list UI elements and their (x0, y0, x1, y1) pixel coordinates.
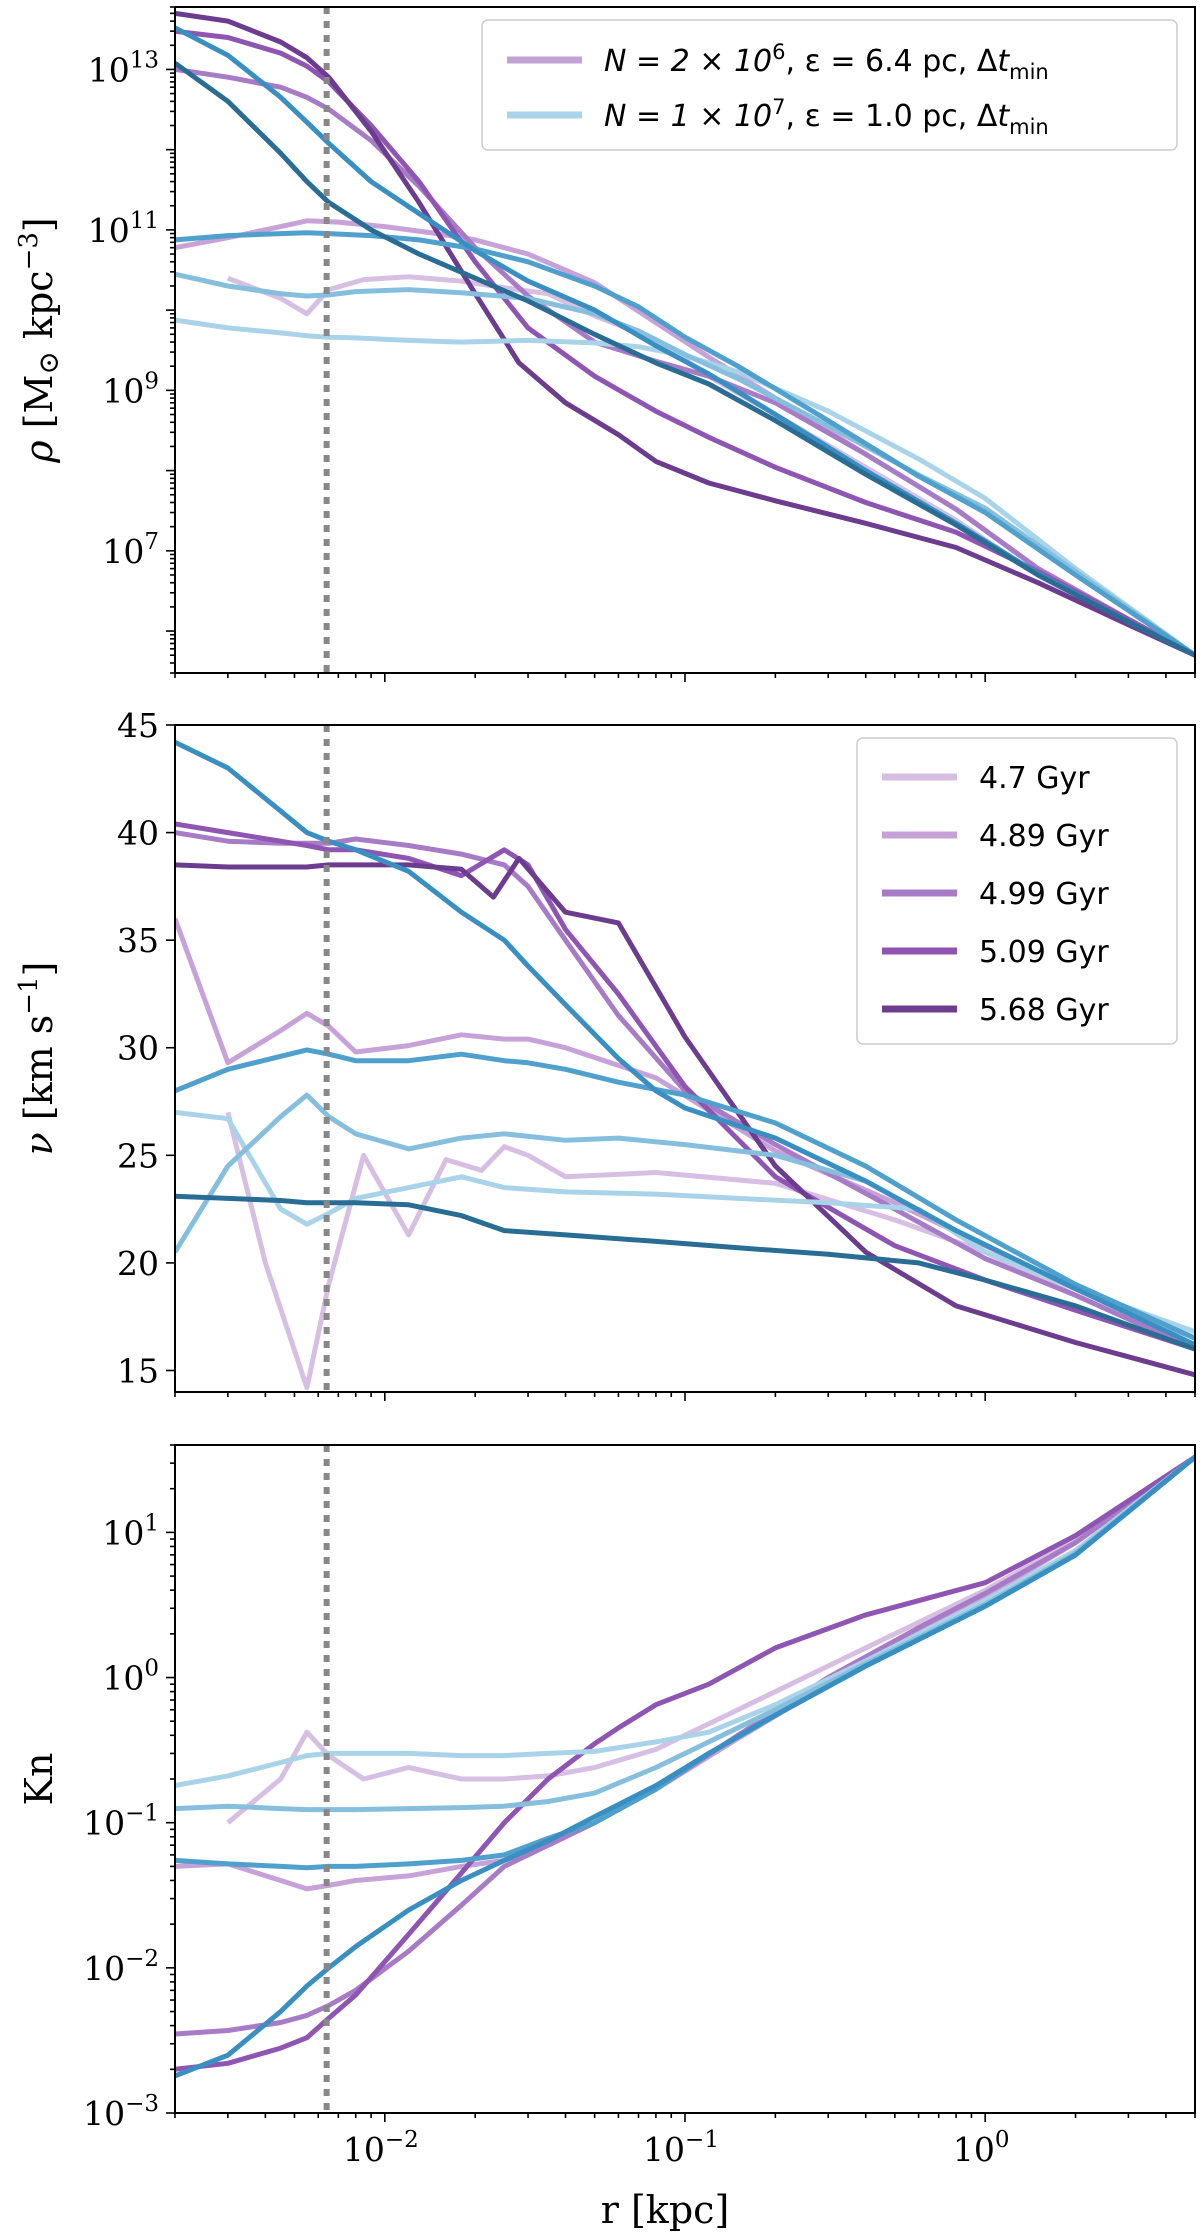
plot-area (175, 725, 1195, 1392)
x-tick-label: 10−2 (343, 2127, 419, 2169)
series-line (175, 1047, 1195, 1341)
series-line (175, 1455, 1195, 2072)
y-tick-label: 100 (102, 1656, 159, 1698)
axes-frame (174, 724, 1196, 1393)
legend-label: N = 1 × 107, ε = 1.0 pc, Δtmin (604, 95, 1049, 139)
y-axis-label: ν [km s−1] (14, 962, 61, 1156)
series-line (175, 917, 1195, 1341)
panel-density: 107 109 1011 1013 ρ [M⊙ kpc−3] N = 2 × 106, ε… (14, 6, 1196, 682)
y-tick-label: 15 (117, 1351, 159, 1390)
x-axis-label: r [kpc] (601, 2188, 730, 2232)
legend-label: 5.09 Gyr (979, 935, 1109, 970)
series-line (175, 61, 1195, 658)
y-tick-label: 30 (117, 1029, 159, 1068)
y-tick-label: 20 (117, 1244, 159, 1283)
plot-area (175, 7, 1195, 673)
legend-box (856, 737, 1178, 1045)
y-axis-label: Kn (17, 1753, 61, 1806)
y-tick-label: 101 (102, 1510, 159, 1552)
y-tick-label: 1013 (88, 47, 159, 89)
axes-frame (174, 1444, 1196, 2114)
series-line (175, 10, 1195, 658)
legend-label: 4.89 Gyr (979, 819, 1109, 854)
y-tick-label: 109 (102, 368, 159, 410)
y-tick-label: 25 (117, 1136, 159, 1175)
legend-box (481, 19, 1178, 151)
y-tick-label: 35 (117, 921, 159, 960)
y-tick-label: 1011 (88, 208, 159, 250)
panel-knudsen: 10−3 10−2 10−1 100 101 10−2 10−1 100 Kn r [kpc] (17, 1444, 1196, 2232)
series-line (226, 1455, 1195, 1825)
y-tick-label: 10−1 (83, 1801, 159, 1843)
y-tick-label: 40 (117, 814, 159, 853)
y-tick-label: 10−2 (83, 1946, 159, 1988)
series-line (225, 1111, 1195, 1391)
legend-label: N = 2 × 106, ε = 6.4 pc, Δtmin (604, 40, 1049, 84)
legend: N = 2 × 106, ε = 6.4 pc, Δtmin N = 1 × 10… (481, 19, 1178, 151)
series-line (175, 317, 1195, 658)
y-tick-label: 107 (102, 529, 159, 571)
y-tick-label: 10−3 (83, 2091, 159, 2133)
legend-label: 4.99 Gyr (979, 877, 1109, 912)
series-line (175, 821, 1195, 1352)
series-line (175, 1455, 1195, 2037)
x-tick-label: 100 (953, 2127, 1010, 2169)
series-line (175, 1193, 1195, 1352)
plot-area (175, 1445, 1195, 2113)
legend: 4.7 Gyr 4.89 Gyr 4.99 Gyr 5.09 Gyr 5.68 Gyr (856, 737, 1178, 1045)
y-tick-label: 45 (117, 706, 159, 745)
series-line (175, 218, 1195, 658)
series-line (227, 274, 1195, 658)
legend-label: 4.7 Gyr (979, 761, 1090, 796)
series-line (175, 739, 1195, 1347)
axes-frame (174, 6, 1196, 674)
series-line (175, 230, 1195, 658)
series-line (175, 28, 1195, 658)
series-line (175, 1455, 1195, 2079)
y-axis-label: ρ [M⊙ kpc−3] (14, 217, 65, 464)
legend-label: 5.68 Gyr (979, 993, 1109, 1028)
x-tick-label: 10−1 (643, 2127, 719, 2169)
